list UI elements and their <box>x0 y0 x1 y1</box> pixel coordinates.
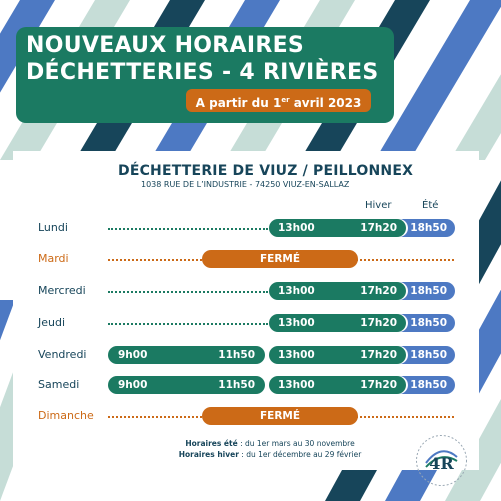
afternoon-hours-pill: 13h00 17h20 <box>269 314 406 332</box>
effective-date-banner: A partir du 1er avril 2023 <box>186 89 371 112</box>
winter-end-time: 17h20 <box>360 222 397 234</box>
summer-column-header: Été <box>422 200 439 211</box>
morning-end: 11h50 <box>218 349 255 361</box>
summer-end-time: 18h50 <box>410 349 447 361</box>
day-label: Jeudi <box>38 316 66 329</box>
afternoon-hours-pill: 13h00 17h20 <box>269 376 406 394</box>
dotted-leader <box>108 323 268 325</box>
morning-end: 11h50 <box>218 379 255 391</box>
afternoon-hours-pill: 13h00 17h20 <box>269 219 406 237</box>
afternoon-start: 13h00 <box>278 379 315 391</box>
afternoon-start: 13h00 <box>278 285 315 297</box>
site-address: 1038 RUE DE L’INDUSTRIE - 74250 VIUZ-EN-… <box>141 180 350 189</box>
day-label: Mercredi <box>38 284 86 297</box>
summer-end-time: 18h50 <box>410 317 447 329</box>
day-label: Samedi <box>38 378 80 391</box>
morning-hours-pill: 9h00 11h50 <box>108 376 265 394</box>
morning-hours-pill: 9h00 11h50 <box>108 346 265 364</box>
dotted-leader <box>108 228 268 230</box>
day-label: Dimanche <box>38 409 94 422</box>
closed-badge: FERMÉ <box>202 250 358 268</box>
site-name: DÉCHETTERIE DE VIUZ / PEILLONNEX <box>118 163 414 179</box>
winter-end-time: 17h20 <box>360 349 397 361</box>
season-notes: Horaires été : du 1er mars au 30 novembr… <box>120 438 420 460</box>
winter-end-time: 17h20 <box>360 379 397 391</box>
dotted-leader <box>108 291 268 293</box>
organization-logo: 4R <box>416 435 467 486</box>
title-line-2: DÉCHETTERIES - 4 RIVIÈRES <box>26 60 379 85</box>
logo-text: 4R <box>429 454 454 473</box>
winter-note: Horaires hiver : du 1er décembre au 29 f… <box>178 450 362 459</box>
day-label: Lundi <box>38 221 68 234</box>
summer-end-time: 18h50 <box>410 285 447 297</box>
summer-end-time: 18h50 <box>410 379 447 391</box>
morning-start: 9h00 <box>118 379 148 391</box>
effective-date-text: A partir du 1er avril 2023 <box>195 96 362 110</box>
winter-end-time: 17h20 <box>360 285 397 297</box>
title-line-1: NOUVEAUX HORAIRES <box>26 33 305 58</box>
afternoon-hours-pill: 13h00 17h20 <box>269 346 406 364</box>
day-label: Mardi <box>38 252 69 265</box>
winter-column-header: Hiver <box>365 200 392 211</box>
day-label: Vendredi <box>38 348 87 361</box>
afternoon-start: 13h00 <box>278 317 315 329</box>
summer-end-time: 18h50 <box>410 222 447 234</box>
afternoon-hours-pill: 13h00 17h20 <box>269 282 406 300</box>
winter-end-time: 17h20 <box>360 317 397 329</box>
summer-note: Horaires été : du 1er mars au 30 novembr… <box>185 439 355 448</box>
morning-start: 9h00 <box>118 349 148 361</box>
afternoon-start: 13h00 <box>278 222 315 234</box>
afternoon-start: 13h00 <box>278 349 315 361</box>
closed-badge: FERMÉ <box>202 407 358 425</box>
